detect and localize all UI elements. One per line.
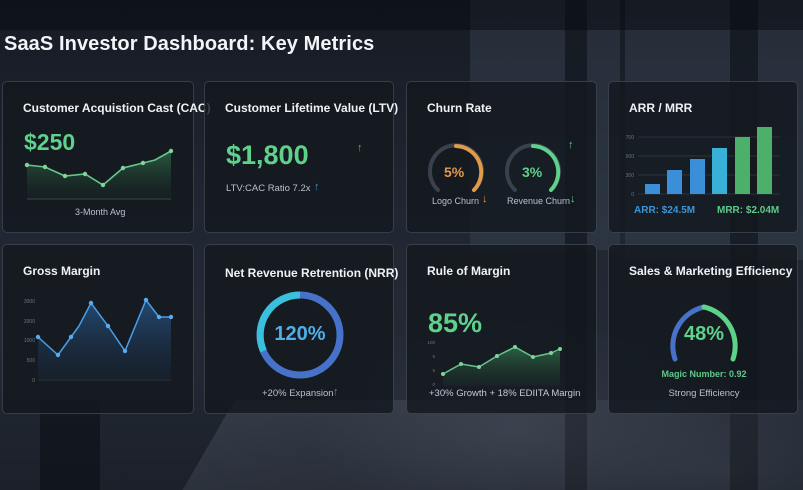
mrr-value: MRR: $2.04M [717, 205, 780, 216]
logo-churn-label: Logo Churn [432, 196, 480, 206]
card-title: Gross Margin [23, 264, 101, 278]
card-title: ARR / MRR [629, 101, 693, 115]
nrr-card[interactable]: Net Revenue Retrention (NRR) 120% +20% E… [204, 244, 398, 414]
arrow-up-icon: ↑ [333, 386, 339, 398]
svg-text:300: 300 [626, 173, 635, 179]
svg-text:0: 0 [432, 382, 435, 387]
churn-card[interactable]: Churn Rate 5% 3% ↑ Logo Churn ↓ Revenue … [406, 81, 597, 233]
arrow-down-icon: ↓ [482, 193, 488, 205]
arrow-up-icon: ↑ [568, 139, 574, 151]
card-title: Sales & Marketing Efficiency [629, 264, 793, 278]
sme-value: 48% [683, 323, 725, 345]
arr-card[interactable]: ARR / MRR 700 500 300 0 ARR: $24.5M MRR: $2… [608, 81, 798, 233]
svg-text:1000: 1000 [24, 338, 35, 344]
ltv-value: $1,800 [226, 140, 309, 170]
svg-text:0: 0 [32, 378, 35, 384]
arr-value: ARR: $24.5M [634, 205, 696, 216]
arrow-down-icon: ↓ [570, 193, 576, 205]
arrow-up-icon: ↑ [314, 181, 320, 193]
svg-text:5: 5 [432, 368, 435, 373]
svg-text:2000: 2000 [24, 319, 35, 325]
svg-text:700: 700 [626, 135, 635, 141]
cac-value: $250 [24, 129, 76, 155]
rule-chart: 100 5 5 0 [427, 340, 562, 387]
sme-caption: Strong Efficiency [668, 388, 740, 399]
gross-margin-chart: 3000 2000 1000 500 0 [24, 297, 174, 384]
magic-number: Magic Number: 0.92 [661, 369, 747, 379]
revenue-churn-value: 3% [522, 164, 543, 180]
card-title: Customer Acquistion Cast (CAC) [23, 101, 211, 115]
svg-text:100: 100 [427, 340, 435, 345]
revenue-churn-label: Revenue Churn [507, 196, 571, 206]
cac-sparkline [24, 148, 174, 200]
ltv-card[interactable]: Customer Lifetime Value (LTV) $1,800 ↑ L… [204, 81, 398, 233]
nrr-ring [256, 291, 344, 379]
cac-card[interactable]: Customer Acquistion Cast (CAC) $250 3-Mo… [2, 81, 211, 233]
logo-churn-value: 5% [444, 164, 465, 180]
arrow-up-icon: ↑ [357, 142, 363, 154]
card-title: Customer Lifetime Value (LTV) [225, 101, 399, 115]
cac-caption: 3-Month Avg [75, 207, 126, 217]
svg-text:3000: 3000 [24, 299, 35, 305]
sme-gauge [670, 304, 738, 362]
rule-card[interactable]: Rule of Margin 85% 100 5 5 0 +30% Growth + … [406, 244, 597, 414]
card-title: Churn Rate [427, 101, 492, 115]
logo-churn-gauge [428, 143, 484, 192]
card-title: Rule of Margin [427, 264, 511, 278]
arr-bar-chart: 700 500 300 0 [626, 127, 780, 198]
rule-caption: +30% Growth + 18% EDIITA Margin [429, 388, 581, 399]
nrr-value: 120% [274, 323, 326, 345]
gross-margin-card[interactable]: Gross Margin 3000 2000 1000 500 0 [2, 244, 194, 414]
svg-text:5: 5 [432, 354, 435, 359]
sme-card[interactable]: Sales & Marketing Efficiency 48% Magic N… [608, 244, 798, 414]
ltv-cac-ratio: LTV:CAC Ratio 7.2x [226, 183, 311, 194]
svg-text:500: 500 [27, 358, 36, 364]
svg-text:0: 0 [631, 192, 634, 198]
page-title: SaaS Investor Dashboard: Key Metrics [4, 33, 375, 55]
svg-text:500: 500 [626, 154, 635, 160]
card-title: Net Revenue Retrention (NRR) [225, 266, 399, 280]
rule-value: 85% [428, 308, 483, 338]
revenue-churn-gauge [505, 143, 561, 192]
nrr-caption: +20% Expansion [262, 388, 334, 399]
